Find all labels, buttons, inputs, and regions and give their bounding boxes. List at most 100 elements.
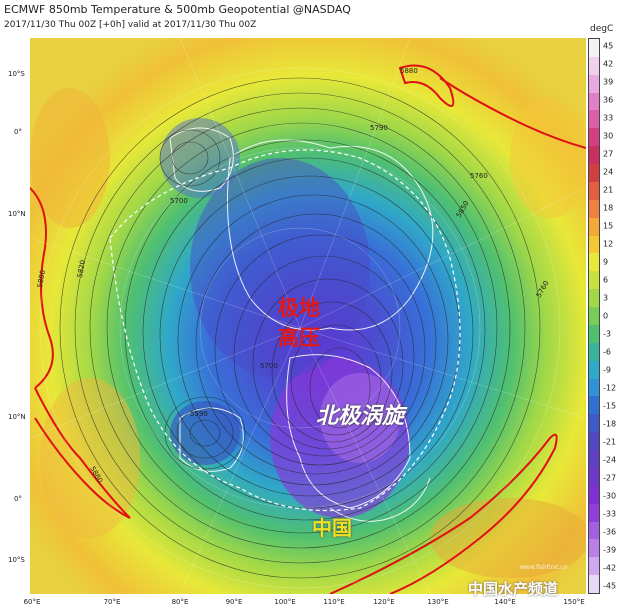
lon-label: 90°E bbox=[225, 598, 243, 606]
geopotential-contours bbox=[59, 77, 541, 579]
colorbar-segment bbox=[589, 378, 599, 397]
colorbar-tick-label: 12 bbox=[603, 239, 614, 249]
lon-label: 100°E bbox=[274, 598, 296, 606]
colorbar-segment bbox=[589, 253, 599, 272]
lon-label: 80°E bbox=[171, 598, 189, 606]
colorbar-segment bbox=[589, 39, 599, 58]
graticule bbox=[30, 38, 586, 594]
colorbar-segment bbox=[589, 467, 599, 487]
colorbar-segment bbox=[589, 271, 599, 290]
lon-label: 70°E bbox=[103, 598, 121, 606]
watermark-url: www.fishfirst.cn bbox=[520, 564, 568, 571]
colorbar-segment bbox=[589, 181, 599, 201]
lat-label: 10°S bbox=[8, 70, 25, 78]
colorbar-segment bbox=[589, 539, 599, 558]
lon-label: 130°E bbox=[427, 598, 449, 606]
lon-label: 110°E bbox=[323, 598, 345, 606]
weather-map: 5880 5820 5790 5700 5760 5760 5880 5850 … bbox=[30, 38, 586, 594]
colorbar-segment bbox=[589, 324, 599, 344]
colorbar-segment bbox=[589, 360, 599, 380]
colorbar-segment bbox=[589, 217, 599, 237]
colorbar-tick-label: 3 bbox=[603, 293, 609, 303]
colorbar-segment bbox=[589, 485, 599, 505]
colorbar-segment bbox=[589, 199, 599, 219]
chart-title: ECMWF 850mb Temperature & 500mb Geopoten… bbox=[4, 3, 351, 16]
colorbar-segment bbox=[589, 342, 599, 362]
chart-subtitle: 2017/11/30 Thu 00Z [+0h] valid at 2017/1… bbox=[4, 20, 257, 30]
lat-label: 10°N bbox=[8, 413, 26, 421]
colorbar-tick-label: 0 bbox=[603, 311, 609, 321]
colorbar-segment bbox=[589, 575, 599, 594]
colorbar-segment bbox=[589, 56, 599, 76]
colorbar-tick-label: 42 bbox=[603, 59, 614, 69]
annotation-polar-vortex: 北极涡旋 bbox=[316, 404, 405, 429]
colorbar-tick-label: 30 bbox=[603, 131, 614, 141]
lon-label: 150°E bbox=[563, 598, 585, 606]
colorbar-tick-label: -42 bbox=[603, 563, 617, 573]
colorbar-tick-label: -45 bbox=[603, 581, 617, 591]
colorbar-tick-label: 21 bbox=[603, 185, 614, 195]
colorbar-segment bbox=[589, 92, 599, 111]
colorbar-tick-label: 15 bbox=[603, 221, 614, 231]
colorbar-tick-label: -33 bbox=[603, 509, 617, 519]
lat-label: 10°S bbox=[8, 556, 25, 564]
colorbar-tick-label: -21 bbox=[603, 437, 617, 447]
lat-label: 0° bbox=[14, 128, 22, 136]
colorbar-tick-label: -3 bbox=[603, 329, 611, 339]
colorbar-tick-label: -18 bbox=[603, 419, 617, 429]
contour-label: 5790 bbox=[370, 124, 388, 132]
colorbar-tick-label: 39 bbox=[603, 77, 614, 87]
colorbar-segment bbox=[589, 503, 599, 522]
lon-label: 120°E bbox=[373, 598, 395, 606]
colorbar-tick-label: -12 bbox=[603, 383, 617, 393]
colorbar-tick-label: 45 bbox=[603, 41, 614, 51]
contour-label: 5820 bbox=[76, 259, 87, 278]
zero-isotherm bbox=[109, 149, 461, 512]
colorbar-tick-label: -9 bbox=[603, 365, 611, 375]
contour-label: 5880 bbox=[36, 269, 47, 288]
colorbar-segment bbox=[589, 74, 599, 94]
contour-label: 5590 bbox=[190, 410, 208, 418]
colorbar-segment bbox=[589, 432, 599, 451]
colorbar-segment bbox=[589, 146, 599, 165]
watermark-logo: 中国水产频道 bbox=[468, 580, 559, 598]
cold-cores bbox=[160, 118, 410, 518]
colorbar-tick-label: -6 bbox=[603, 347, 611, 357]
colorbar-tick-label: -36 bbox=[603, 527, 617, 537]
annotation-polar-high-line2: 高压 bbox=[278, 326, 320, 350]
contour-label: 5700 bbox=[260, 362, 278, 370]
colorbar-segment bbox=[589, 235, 599, 254]
colorbar-segment bbox=[589, 396, 599, 415]
colorbar-tick-label: 18 bbox=[603, 203, 614, 213]
colorbar-tick-label: 6 bbox=[603, 275, 609, 285]
colorbar-tick-label: 24 bbox=[603, 167, 614, 177]
colorbar-tick-label: -24 bbox=[603, 455, 617, 465]
colorbar-tick-label: -15 bbox=[603, 401, 617, 411]
lat-label: 0° bbox=[14, 495, 22, 503]
colorbar-segment bbox=[589, 110, 599, 129]
colorbar-segment bbox=[589, 557, 599, 576]
colorbar-tick-label: -27 bbox=[603, 473, 617, 483]
annotation-polar-high-line1: 极地 bbox=[278, 296, 320, 320]
colorbar-tick-label: -30 bbox=[603, 491, 617, 501]
colorbar-segment bbox=[589, 414, 599, 433]
lat-label: 10°N bbox=[8, 210, 26, 218]
contour-5880 bbox=[30, 64, 586, 594]
colorbar-ticks: 45 42 39 36 33 30 27 24 21 18 15 12 9 6 3 0 -3 -6 -9 -12 -15… bbox=[603, 38, 639, 594]
lon-label: 60°E bbox=[23, 598, 41, 606]
colorbar-segment bbox=[589, 307, 599, 326]
contour-label: 5700 bbox=[170, 197, 188, 205]
colorbar-tick-label: -39 bbox=[603, 545, 617, 555]
colorbar-segment bbox=[589, 128, 599, 147]
colorbar-tick-label: 27 bbox=[603, 149, 614, 159]
colorbar-tick-label: 33 bbox=[603, 113, 614, 123]
colorbar-tick-label: 9 bbox=[603, 257, 609, 267]
colorbar-segment bbox=[589, 164, 599, 183]
contour-label: 5880 bbox=[400, 67, 418, 75]
colorbar-segment bbox=[589, 450, 599, 469]
colorbar bbox=[588, 38, 600, 594]
colorbar-unit: degC bbox=[590, 24, 614, 34]
contour-label: 5760 bbox=[470, 172, 488, 180]
annotation-china: 中国 bbox=[312, 516, 352, 540]
colorbar-segment bbox=[589, 521, 599, 540]
